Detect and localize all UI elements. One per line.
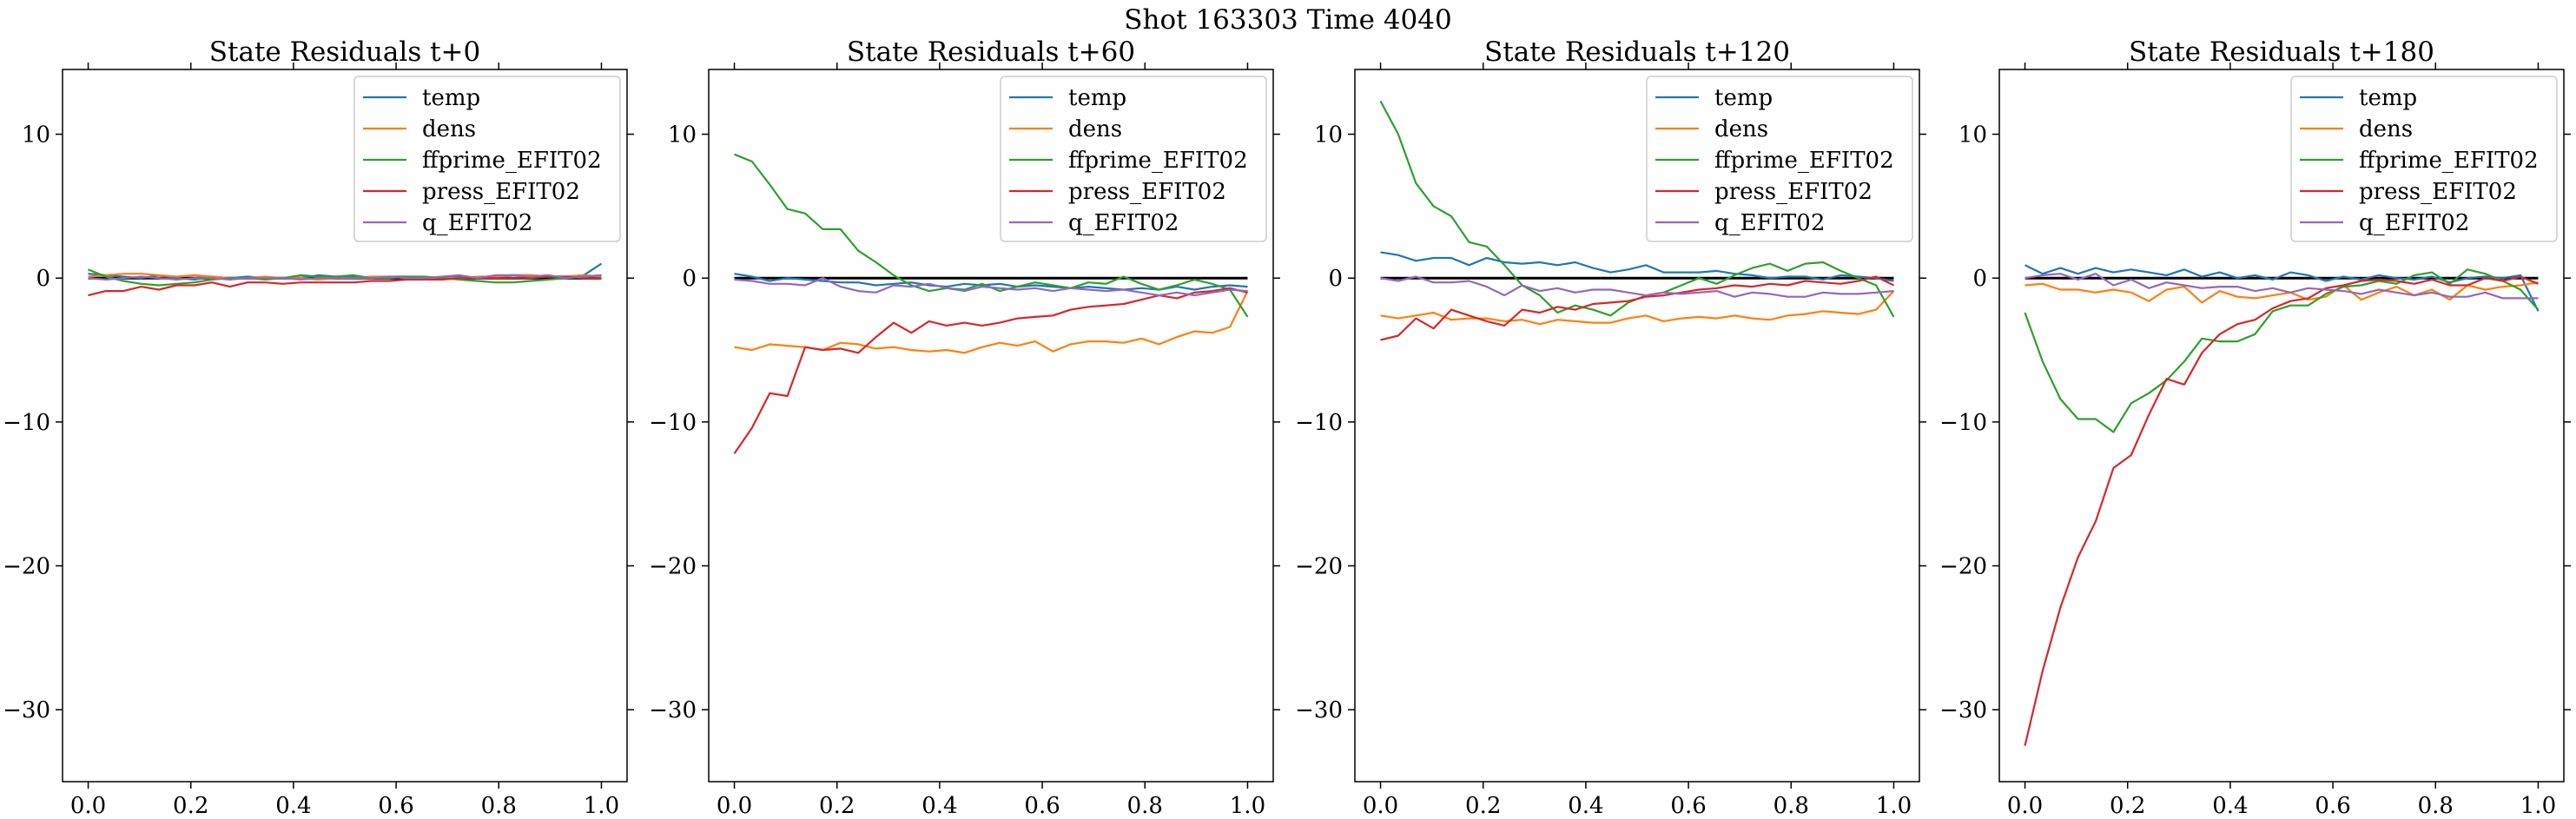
x-tick-label: 0.0 [1363,793,1398,819]
legend-label: q_EFIT02 [422,210,532,236]
legend-box [1646,76,1913,242]
x-tick-label: 0.2 [173,793,208,819]
legend-label: q_EFIT02 [2359,210,2469,236]
panel-title: State Residuals t+180 [2129,36,2434,68]
x-tick-label: 0.6 [1670,793,1706,819]
x-tick-label: 0.2 [819,793,855,819]
y-tick-label: −10 [1939,410,1987,436]
x-tick-label: 0.8 [2418,793,2454,819]
x-tick-label: 0.4 [2212,793,2248,819]
x-tick-label: 0.0 [70,793,106,819]
legend-label: ffprime_EFIT02 [2359,148,2539,174]
y-tick-label: 10 [1958,122,1987,149]
x-tick-label: 0.6 [378,793,413,819]
legend: temp dens ffprime_EFIT02 press_EFIT02 q_EFIT… [353,76,621,242]
series-line-press_EFIT02 [1380,275,1894,341]
x-tick-label: 0.0 [2007,793,2043,819]
y-tick-label: 0 [1972,266,1987,292]
y-tick-label: 10 [22,122,50,149]
y-tick-label: 10 [668,122,697,149]
panels: State Residuals t+0 10 0 −10 −20 −30 0.0 0.2 0.4… [3,36,2571,819]
legend-label: temp [2359,85,2417,111]
y-tick-label: −20 [3,554,50,580]
x-tick-label: 0.4 [921,793,957,819]
axes-frame [708,69,1274,783]
y-tick-label: 0 [682,266,697,292]
x-tick-label: 1.0 [2520,793,2556,819]
panel-title: State Residuals t+0 [209,36,480,68]
axes-frame [62,69,628,783]
series-line-ffprime_EFIT02 [88,268,602,287]
x-tick-label: 0.4 [275,793,311,819]
y-tick-label: −30 [3,697,50,723]
y-tick-label: −10 [649,410,697,436]
x-tick-label: 0.0 [717,793,752,819]
panel-1: State Residuals t+60 10 0 −10 −20 −30 0.0 0.2 0.… [649,36,1280,819]
legend-label: dens [1714,116,1768,142]
figure-suptitle: Shot 163303 Time 4040 [1124,4,1451,36]
legend: temp dens ffprime_EFIT02 press_EFIT02 q_EFIT… [2290,76,2558,242]
panel-3: State Residuals t+180 10 0 −10 −20 −30 0.0 0.2 0… [1939,36,2571,819]
series-line-q_EFIT02 [88,274,602,281]
x-tick-label: 0.8 [481,793,517,819]
x-tick-label: 0.6 [1024,793,1060,819]
legend-label: temp [422,85,480,111]
series-line-temp [1380,251,1894,282]
legend-label: press_EFIT02 [1068,179,1226,205]
y-tick-label: −30 [1295,697,1343,723]
series-line-q_EFIT02 [734,277,1248,297]
legend-label: dens [422,116,476,142]
y-tick-label: −10 [3,410,50,436]
x-tick-label: 0.2 [1465,793,1501,819]
legend: temp dens ffprime_EFIT02 press_EFIT02 q_EFIT… [1646,76,1913,242]
x-tick-label: 1.0 [584,793,619,819]
panel-title: State Residuals t+60 [847,36,1135,68]
x-tick-label: 0.4 [1568,793,1603,819]
y-tick-label: −20 [1295,554,1343,580]
x-tick-label: 0.2 [2110,793,2145,819]
series-line-q_EFIT02 [2024,273,2539,300]
legend-label: temp [1068,85,1126,111]
series-line-press_EFIT02 [2024,275,2539,746]
legend-label: press_EFIT02 [2359,179,2517,205]
y-tick-label: −30 [1939,697,1987,723]
x-tick-label: 1.0 [1230,793,1265,819]
legend-label: dens [2359,116,2413,142]
axes-frame [1998,69,2565,783]
panel-0: State Residuals t+0 10 0 −10 −20 −30 0.0 0.2 0.4… [3,36,634,819]
panel-2: State Residuals t+120 10 0 −10 −20 −30 0.0 0.2 0… [1295,36,1926,819]
y-tick-label: −30 [649,697,697,723]
x-tick-label: 1.0 [1876,793,1912,819]
y-tick-label: 0 [1328,266,1343,292]
legend: temp dens ffprime_EFIT02 press_EFIT02 q_EFIT… [1000,76,1267,242]
y-tick-label: −20 [1939,554,1987,580]
legend-label: q_EFIT02 [1068,210,1179,236]
y-tick-label: −10 [1295,410,1343,436]
series-line-press_EFIT02 [88,275,602,297]
legend-label: press_EFIT02 [422,179,580,205]
legend-label: press_EFIT02 [1714,179,1873,205]
series-line-ffprime_EFIT02 [2024,268,2540,433]
legend-box [2290,76,2558,242]
y-tick-label: 10 [1314,122,1343,149]
axes-frame [1354,69,1920,783]
legend-label: ffprime_EFIT02 [422,148,602,174]
legend-box [353,76,621,242]
x-tick-label: 0.6 [2315,793,2350,819]
legend-label: dens [1068,116,1122,142]
series-line-dens [1380,290,1895,326]
legend-box [1000,76,1267,242]
legend-label: q_EFIT02 [1714,210,1825,236]
x-tick-label: 0.8 [1773,793,1809,819]
legend-label: ffprime_EFIT02 [1068,148,1248,174]
legend-label: ffprime_EFIT02 [1714,148,1894,174]
legend-label: temp [1714,85,1773,111]
panel-title: State Residuals t+120 [1484,36,1790,68]
y-tick-label: 0 [36,266,50,292]
series-line-q_EFIT02 [1380,275,1894,298]
x-tick-label: 0.8 [1127,793,1163,819]
y-tick-label: −20 [649,554,697,580]
